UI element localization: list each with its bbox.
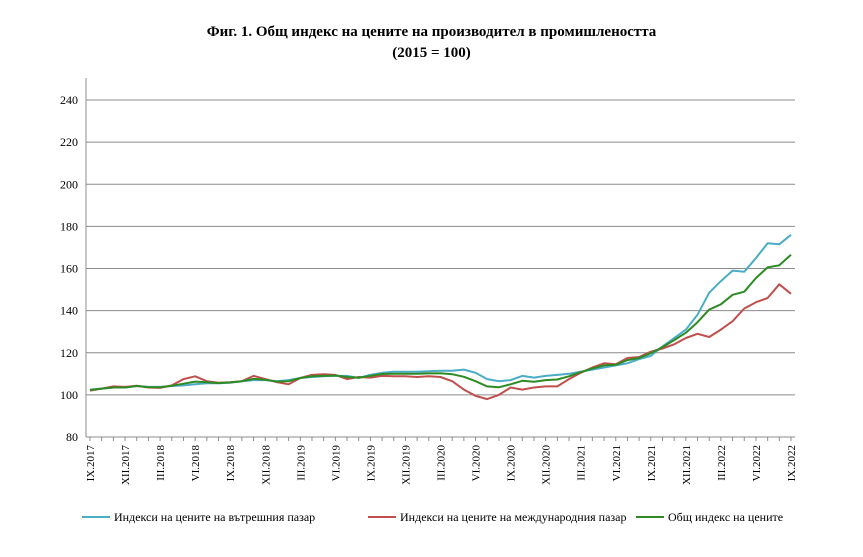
y-tick-label: 220 xyxy=(60,135,78,149)
x-tick-label: III.2018 xyxy=(155,445,167,481)
chart-subtitle: (2015 = 100) xyxy=(392,45,471,61)
x-tick-label: XII.2020 xyxy=(541,445,553,486)
legend-swatch-domestic xyxy=(82,516,110,518)
y-tick-label: 120 xyxy=(60,346,78,360)
x-tick-label: IX.2022 xyxy=(786,445,798,481)
x-tick-label: III.2021 xyxy=(576,445,588,481)
y-tick-label: 180 xyxy=(60,219,78,233)
x-tick-label: VI.2019 xyxy=(330,445,342,482)
y-tick-label: 160 xyxy=(60,262,78,276)
legend-label-total: Общ индекс на цените xyxy=(668,509,784,524)
x-tick-label: VI.2020 xyxy=(471,445,483,482)
x-tick-label: IX.2020 xyxy=(506,445,518,482)
y-tick-label: 200 xyxy=(60,177,78,191)
x-tick-label: XII.2018 xyxy=(260,445,272,486)
chart-title: Фиг. 1. Общ индекс на цените на производ… xyxy=(206,24,657,40)
y-tick-label: 80 xyxy=(66,430,78,444)
y-tick-label: 140 xyxy=(60,304,78,318)
x-tick-label: XII.2019 xyxy=(400,445,412,486)
x-tick-label: VI.2022 xyxy=(751,445,763,481)
x-tick-label: IX.2019 xyxy=(365,445,377,482)
x-tick-label: XII.2021 xyxy=(681,445,693,485)
x-tick-label: III.2022 xyxy=(716,445,728,481)
x-tick-label: IX.2017 xyxy=(85,445,97,482)
x-tick-label: XII.2017 xyxy=(120,445,132,486)
y-tick-label: 240 xyxy=(60,93,78,107)
x-tick-label: III.2020 xyxy=(436,445,448,481)
legend-label-international: Индекси на цените на международния пазар xyxy=(400,509,627,524)
x-tick-label: IX.2018 xyxy=(225,445,237,482)
x-tick-label: III.2019 xyxy=(295,445,307,481)
x-tick-label: VI.2021 xyxy=(611,445,623,481)
y-tick-label: 100 xyxy=(60,388,78,402)
x-tick-label: IX.2021 xyxy=(646,445,658,481)
legend-item-international: Индекси на цените на международния пазар xyxy=(368,507,626,527)
legend-item-domestic: Индекси на цените на вътрешния пазар xyxy=(82,507,315,527)
legend-swatch-total xyxy=(636,516,664,518)
series-line-0 xyxy=(89,234,792,391)
series-line-2 xyxy=(89,254,792,391)
legend-item-total: Общ индекс на цените xyxy=(636,507,783,527)
legend-swatch-international xyxy=(368,516,396,518)
legend-label-domestic: Индекси на цените на вътрешния пазар xyxy=(114,509,316,524)
x-tick-label: VI.2018 xyxy=(190,445,202,482)
